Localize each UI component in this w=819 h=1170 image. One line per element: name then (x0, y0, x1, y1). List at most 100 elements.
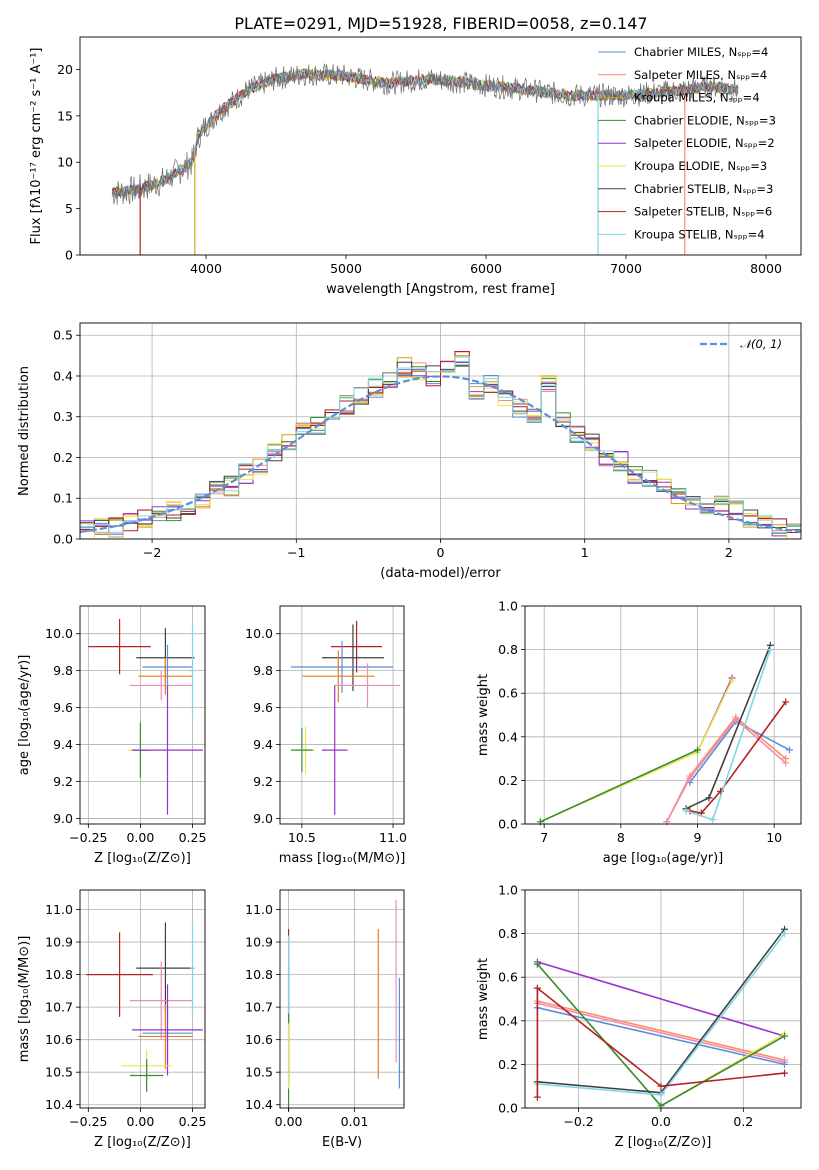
legend-entry: Chabrier MILES, Nₛₚₚ=4 (634, 45, 768, 59)
x-tick-label: 10.5 (288, 830, 316, 845)
weight-series-line (537, 961, 785, 1037)
data-layer (290, 620, 401, 815)
weight-marker (686, 774, 694, 782)
plot-area (80, 606, 205, 824)
x-tick-label: 7 (540, 830, 548, 845)
x-axis-label: Z [log₁₀(Z/Z⊙)] (94, 1135, 191, 1150)
x-tick-label: 11.0 (379, 830, 407, 845)
weight-marker (732, 715, 740, 723)
x-tick-label: 0.2 (733, 1114, 753, 1129)
y-tick-label: 0.6 (498, 970, 518, 985)
y-tick-label: 9.6 (253, 700, 273, 715)
weight-marker (709, 816, 717, 824)
weight-marker (705, 794, 713, 802)
gaussian-curve (79, 375, 802, 533)
x-axis-label: E(B-V) (322, 1135, 362, 1150)
x-tick-label: 10 (766, 830, 782, 845)
y-tick-label: 0.4 (498, 729, 518, 744)
x-axis-label: wavelength [Angstrom, rest frame] (326, 282, 555, 297)
x-axis-label: Z [log₁₀(Z/Z⊙)] (615, 1135, 712, 1150)
x-axis-label: Z [log₁₀(Z/Z⊙)] (94, 851, 191, 866)
spectrum-legend: Chabrier MILES, Nₛₚₚ=4 Salpeter MILES, Nₛ… (598, 45, 776, 241)
axes-frame (79, 605, 206, 825)
x-tick-label: 4000 (190, 261, 222, 276)
weight-marker (781, 930, 789, 938)
x-tick-label: −0.25 (69, 830, 107, 845)
y-tick-label: 10.9 (245, 935, 273, 950)
legend-entry: Salpeter ELODIE, Nₛₚₚ=2 (634, 136, 775, 150)
weight-series-line (539, 749, 698, 823)
y-tick-label: 10.0 (45, 626, 73, 641)
y-tick-label: 1.0 (498, 599, 518, 614)
x-tick-label: 0.01 (341, 1114, 369, 1129)
y-tick-label: 10.0 (245, 626, 273, 641)
y-tick-label: 10 (57, 155, 73, 170)
y-tick-label: 10.8 (45, 967, 73, 982)
weight-marker (533, 960, 541, 968)
y-axis-label: mass [log₁₀(M/M⊙)] (17, 936, 32, 1063)
x-tick-label: 8 (617, 830, 625, 845)
plot-area (525, 606, 801, 824)
y-tick-label: 11.0 (45, 902, 73, 917)
weight-series-line (666, 718, 787, 823)
weight-marker (728, 676, 736, 684)
x-tick-label: 0.25 (179, 1114, 207, 1129)
axes-age_vs_Z: −0.25 0.00 0.25 9.0 9.2 9.4 9.6 9.8 10.0 Z [log₁₀… (17, 605, 206, 866)
y-tick-label: 10.9 (45, 935, 73, 950)
x-tick-label: 7000 (610, 261, 642, 276)
y-tick-label: 5 (65, 201, 73, 216)
y-tick-label: 0.8 (498, 642, 518, 657)
y-tick-label: 9.8 (53, 663, 73, 678)
x-tick-label: 8000 (750, 261, 782, 276)
y-tick-label: 1.0 (498, 883, 518, 898)
y-tick-label: 10.8 (245, 967, 273, 982)
axes-weight_vs_age: 7 8 9 10 0.0 0.2 0.4 0.6 0.8 1.0 age [log₁₀(age/yr… (476, 599, 802, 866)
axes-weight_vs_Z: −0.2 0.0 0.2 0.0 0.2 0.4 0.6 0.8 1.0 Z [log₁₀(Z/Z… (476, 883, 802, 1150)
weight-marker (781, 1032, 789, 1040)
y-tick-label: 0.0 (498, 817, 518, 832)
legend-entry: Kroupa ELODIE, Nₛₚₚ=3 (634, 159, 767, 173)
legend-entry: Chabrier STELIB, Nₛₚₚ=3 (634, 182, 773, 196)
legend-entry: Salpeter STELIB, Nₛₚₚ=6 (634, 205, 772, 219)
y-tick-label: 10.5 (245, 1065, 273, 1080)
y-tick-label: 0.6 (498, 686, 518, 701)
y-tick-label: 10.4 (45, 1097, 73, 1112)
y-tick-label: 0 (65, 248, 73, 263)
y-tick-label: 10.7 (245, 1000, 273, 1015)
x-axis-label: mass [log₁₀(M/M⊙)] (279, 851, 406, 866)
weight-series-line (537, 1006, 785, 1066)
x-tick-label: −1 (287, 545, 305, 560)
x-axis-label: (data-model)/error (380, 566, 501, 581)
y-tick-label: 0.4 (498, 1013, 518, 1028)
y-axis-label: mass weight (476, 674, 491, 756)
x-axis-label: age [log₁₀(age/yr)] (603, 851, 724, 866)
legend-entry: Kroupa MILES, Nₛₚₚ=4 (634, 91, 760, 105)
legend-entry: 𝒩(0, 1) (740, 337, 782, 351)
plot-area (280, 890, 404, 1108)
x-tick-label: −0.2 (563, 1114, 593, 1129)
y-tick-label: 15 (57, 108, 73, 123)
weight-marker (782, 698, 790, 706)
y-tick-label: 0.2 (498, 773, 518, 788)
plot-area (280, 606, 404, 824)
data-layer (111, 62, 739, 255)
weight-marker (781, 1069, 789, 1077)
weight-marker (682, 807, 690, 815)
axes-mass_vs_Z: −0.25 0.00 0.25 10.4 10.5 10.6 10.7 10.8 10.9 11.… (17, 889, 207, 1150)
weight-series-line (689, 701, 787, 814)
data-layer (79, 351, 802, 540)
axes-frame (79, 36, 802, 256)
y-tick-label: 9.6 (53, 700, 73, 715)
x-tick-label: 0 (437, 545, 445, 560)
axes-mass_vs_ebv: 0.00 0.01 10.4 10.5 10.6 10.7 10.8 10.9 11.0 E(B-… (245, 889, 405, 1150)
y-tick-label: 0.2 (53, 450, 73, 465)
weight-marker (533, 984, 541, 992)
axes-frame (79, 889, 206, 1109)
data-spectrum-line (111, 62, 739, 205)
y-tick-label: 11.0 (245, 902, 273, 917)
y-tick-label: 9.4 (53, 737, 73, 752)
y-tick-label: 0.0 (498, 1101, 518, 1116)
axes-spectrum: 4000 5000 6000 7000 8000 0 5 10 15 20 wavelength [… (29, 36, 802, 297)
data-layer (536, 641, 793, 826)
